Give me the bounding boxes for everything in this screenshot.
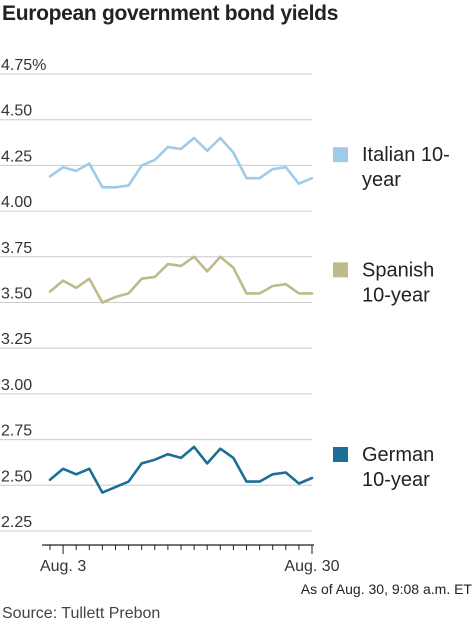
series-layer	[48, 136, 314, 494]
italian-series-line	[48, 136, 314, 189]
axis-layer: 4.75% 4.50 4.25 4.00 3.75 3.50 3.25 3.00 2.75 2.5…	[1, 57, 340, 575]
y-tick-label: 3.00	[1, 377, 32, 394]
y-tick-label: 4.25	[1, 148, 32, 165]
y-tick-label: 3.25	[1, 331, 32, 348]
timestamp-note: As of Aug. 30, 9:08 a.m. ET	[300, 581, 472, 597]
y-tick-label: 2.75	[1, 423, 32, 440]
y-tick-label: 4.00	[1, 194, 32, 211]
grid-layer	[0, 73, 312, 532]
chart-title: European government bond yields	[2, 2, 339, 25]
y-tick-label: 2.50	[1, 468, 32, 485]
x-tick-label: Aug. 30	[284, 558, 339, 575]
spanish-legend-swatch	[333, 262, 348, 278]
x-tick-label: Aug. 3	[40, 558, 86, 575]
german-legend-label: German	[362, 444, 434, 466]
legend-layer: Italian 10- year Spanish 10-year German 10-ye…	[333, 144, 450, 491]
y-tick-label: 2.25	[1, 514, 32, 531]
y-tick-label: 3.50	[1, 286, 32, 303]
italian-legend-label: Italian 10-	[362, 144, 450, 166]
german-legend-label: 10-year	[362, 469, 430, 491]
source-note: Source: Tullett Prebon	[2, 605, 161, 622]
italian-legend-swatch	[333, 147, 348, 163]
spanish-legend-label: 10-year	[362, 284, 430, 306]
y-tick-label: 4.75%	[1, 57, 46, 74]
german-series-line	[48, 445, 314, 494]
spanish-legend-label: Spanish	[362, 259, 434, 281]
spanish-series-line	[48, 255, 314, 304]
y-tick-label: 4.50	[1, 103, 32, 120]
y-tick-label: 3.75	[1, 240, 32, 257]
italian-legend-label: year	[362, 169, 401, 191]
german-legend-swatch	[333, 446, 348, 462]
